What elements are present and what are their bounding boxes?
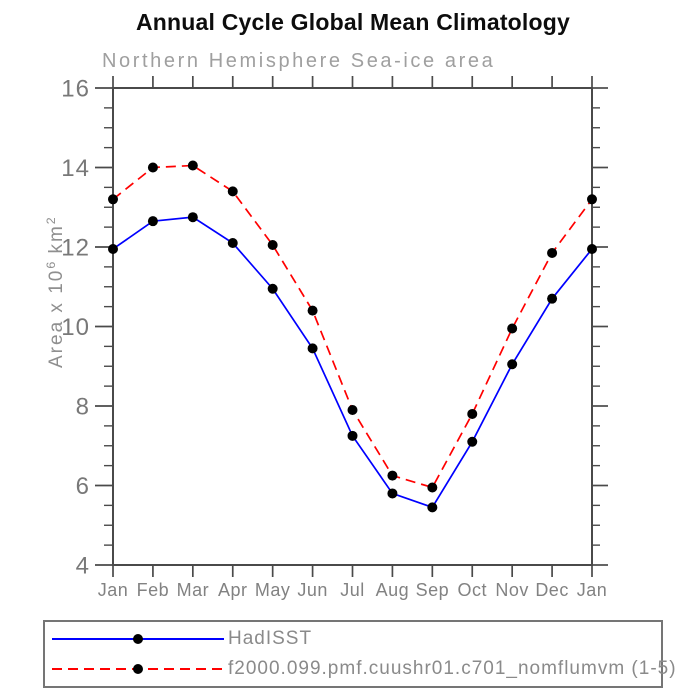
model-data-point [227,186,238,197]
x-tick-label: Mar [177,580,210,600]
legend-row-hadisst: HadISST [49,625,661,653]
y-tick-label: 12 [61,234,90,261]
model-data-point [347,404,358,415]
legend-label-model: f2000.099.pmf.cuushr01.c701_nomflumvm (1… [228,658,677,679]
legend-label-hadisst: HadISST [228,628,313,649]
hadisst-data-point [387,488,398,499]
hadisst-data-point [467,436,478,447]
x-tick-label: May [255,580,291,600]
model-data-point [547,247,558,258]
y-tick-label: 8 [76,393,90,420]
model-data-point [587,194,597,205]
chart-title: Annual Cycle Global Mean Climatology [135,9,571,35]
hadisst-data-point [347,430,358,441]
y-tick-label: 6 [76,473,90,500]
model-data-point [267,240,278,251]
model-data-point [387,470,398,481]
hadisst-data-point [507,359,518,370]
model-data-point [427,482,438,493]
model-data-point [467,408,478,419]
model-data-point [507,323,518,334]
x-tick-label: Sep [416,580,450,600]
hadisst-data-point [307,343,318,354]
hadisst-data-point [187,212,198,223]
model-data-point [108,194,118,205]
x-tick-label: Oct [457,580,487,600]
plot-frame [112,87,593,566]
hadisst-data-point [227,238,238,249]
model-data-point [147,162,158,173]
legend-row-model: f2000.099.pmf.cuushr01.c701_nomflumvm (1… [49,655,676,683]
hadisst-data-point [267,283,278,294]
x-tick-label: Jan [577,580,608,600]
y-tick-label: 16 [61,75,90,102]
x-tick-label: Apr [218,580,248,600]
x-tick-label: Feb [137,580,170,600]
x-tick-label: Nov [495,580,529,600]
y-tick-label: 14 [61,155,90,182]
hadisst-data-point [547,293,558,304]
y-tick-label: 4 [76,552,90,579]
legend-box: HadISST f2000.099.pmf.cuushr01.c701_nomf… [43,620,676,688]
hadisst-line [112,216,593,509]
hadisst-data-point [427,502,438,513]
x-tick-label: Jul [340,580,365,600]
model-line-sample-icon [52,664,224,674]
model-data-point [187,160,198,171]
x-tick-label: Aug [376,580,410,600]
x-tick-label: Jun [297,580,328,600]
hadisst-data-point [108,243,118,254]
hadisst-data-point [147,216,158,227]
chart-canvas: 4 6 8 10 12 14 16 Jan Feb Mar Apr May Jun Jul Aug Sep Oc… [61,75,608,600]
hadisst-line-sample-icon [52,634,224,644]
chart-subtitle: Northern Hemisphere Sea-ice area [102,50,496,72]
model-data-point [307,305,318,316]
y-tick-label: 10 [61,314,90,341]
x-tick-label: Dec [535,580,569,600]
hadisst-data-point [587,243,597,254]
x-tick-label: Jan [98,580,129,600]
